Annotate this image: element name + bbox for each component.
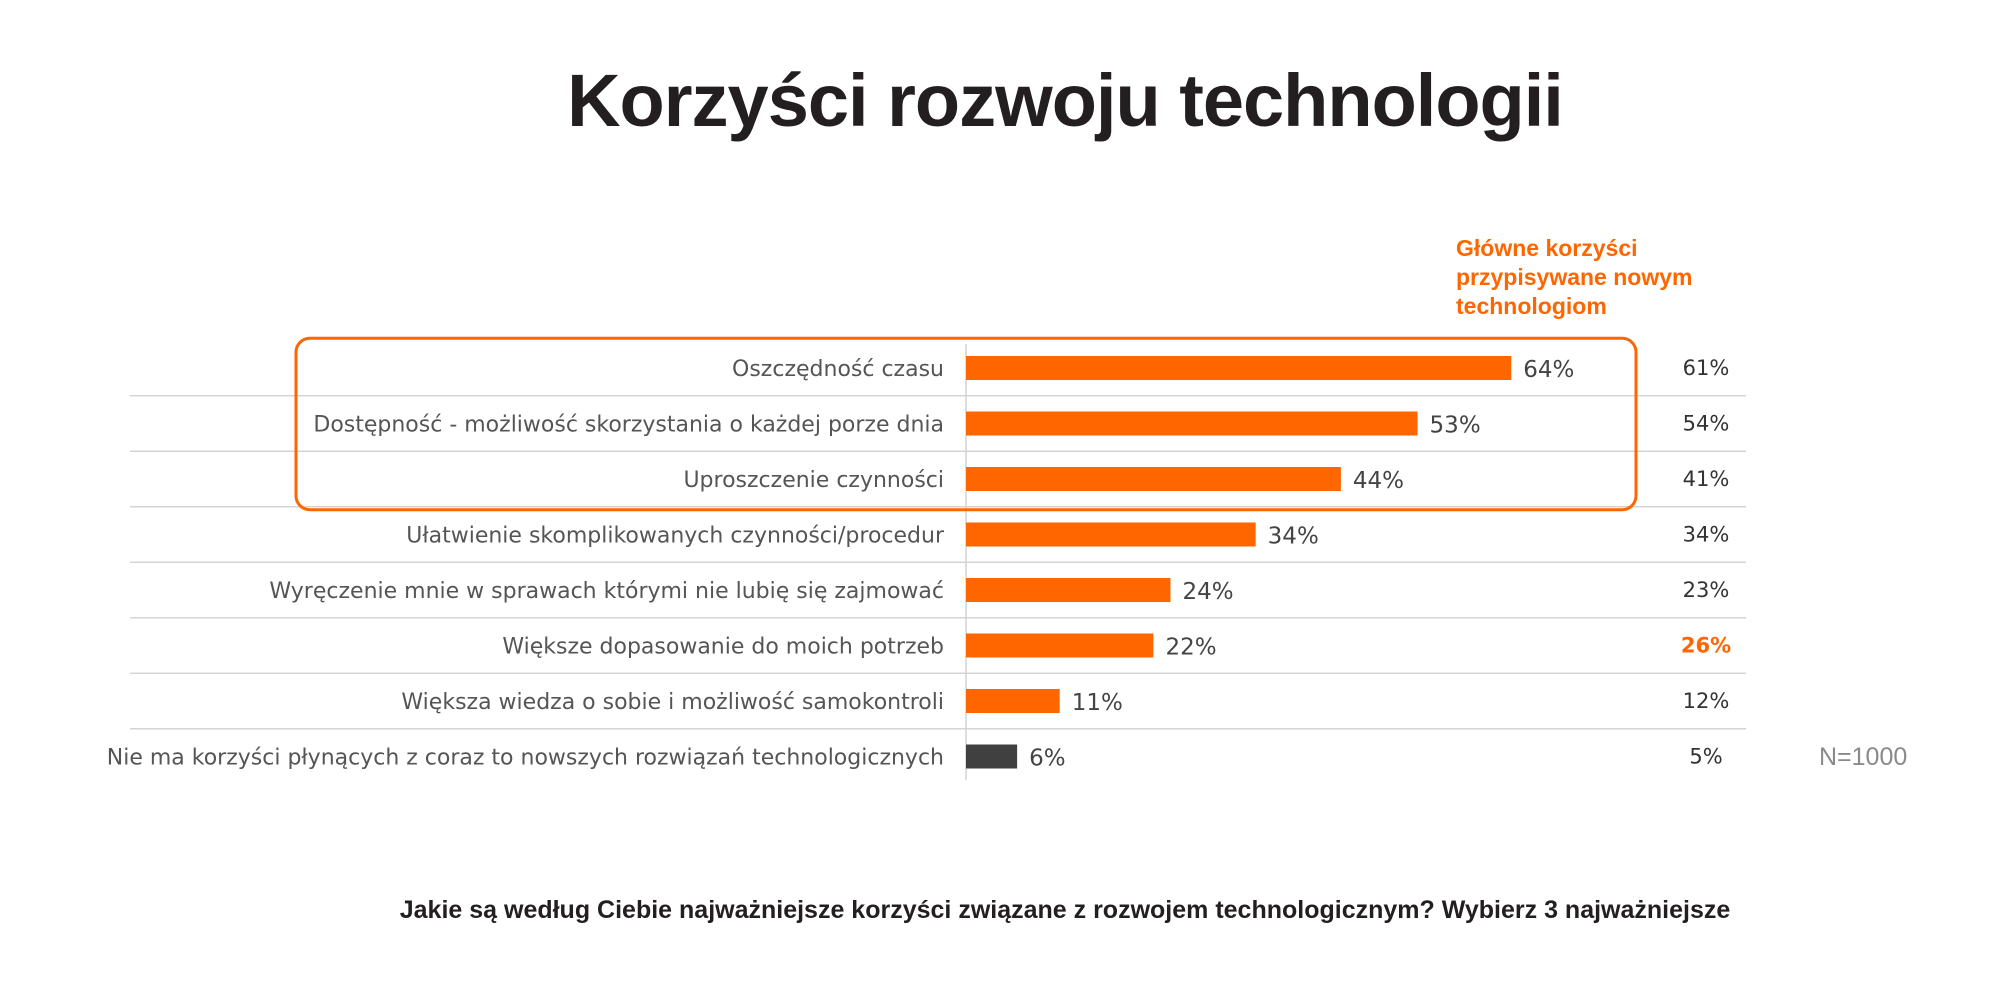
comparison-label: 34% bbox=[1683, 523, 1730, 547]
category-label: Wyręczenie mnie w sprawach którymi nie l… bbox=[269, 579, 944, 604]
comparison-labels: 61% 54% 41% 34% 23% 26% 12% 5% bbox=[1681, 356, 1731, 769]
value-label: 64% bbox=[1523, 357, 1574, 383]
comparison-label: 5% bbox=[1689, 745, 1722, 769]
comparison-label: 54% bbox=[1683, 412, 1730, 436]
category-label: Większe dopasowanie do moich potrzeb bbox=[502, 635, 944, 660]
value-labels: 64% 53% 44% 34% 24% 22% 11% 6% bbox=[1029, 357, 1574, 772]
bars bbox=[966, 356, 1512, 769]
value-label: 24% bbox=[1182, 579, 1233, 605]
category-label: Nie ma korzyści płynących z coraz to now… bbox=[107, 746, 944, 771]
row-dividers bbox=[130, 395, 1746, 730]
value-label: 11% bbox=[1072, 690, 1123, 716]
category-label: Większa wiedza o sobie i możliwość samok… bbox=[401, 690, 944, 715]
survey-question: Jakie są według Ciebie najważniejsze kor… bbox=[399, 896, 1731, 924]
category-label: Oszczędność czasu bbox=[732, 357, 944, 382]
bar bbox=[966, 689, 1060, 713]
legend-title: Główne korzyści przypisywane nowym techn… bbox=[1456, 235, 1693, 319]
comparison-label: 12% bbox=[1683, 689, 1730, 713]
bar bbox=[966, 522, 1256, 547]
category-labels: Oszczędność czasu Dostępność - możliwość … bbox=[107, 357, 945, 771]
value-label: 22% bbox=[1165, 635, 1216, 661]
category-label: Dostępność - możliwość skorzystania o ka… bbox=[313, 413, 944, 438]
bar bbox=[966, 356, 1512, 380]
page-title: Korzyści rozwoju technologii bbox=[567, 59, 1564, 142]
bar bbox=[966, 411, 1418, 436]
comparison-label: 23% bbox=[1683, 578, 1730, 602]
category-label: Uproszczenie czynności bbox=[683, 468, 944, 493]
comparison-label: 41% bbox=[1683, 467, 1730, 491]
bar bbox=[966, 467, 1341, 491]
comparison-label: 26% bbox=[1681, 634, 1731, 658]
highlight-box bbox=[294, 336, 1638, 512]
bar bbox=[966, 744, 1018, 769]
value-label: 53% bbox=[1430, 413, 1481, 439]
bar bbox=[966, 578, 1171, 602]
comparison-label: 61% bbox=[1683, 356, 1730, 380]
value-label: 34% bbox=[1268, 524, 1319, 550]
sample-size-note: N=1000 bbox=[1819, 743, 1908, 771]
category-label: Ułatwienie skomplikowanych czynności/pro… bbox=[406, 524, 945, 549]
value-label: 44% bbox=[1353, 468, 1404, 494]
bar bbox=[966, 633, 1154, 658]
value-label: 6% bbox=[1029, 746, 1066, 772]
